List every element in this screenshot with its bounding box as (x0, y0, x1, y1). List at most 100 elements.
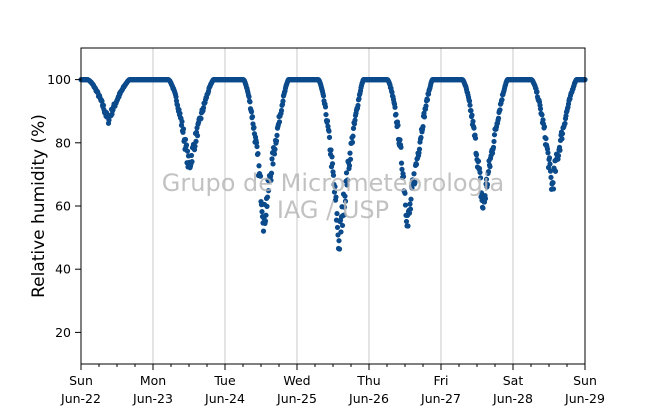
data-point (200, 105, 207, 111)
watermark-line-1: Grupo de Micrometeorologia (162, 169, 504, 197)
y-tick-label: 40 (55, 262, 71, 277)
data-point (352, 117, 358, 123)
data-point (259, 209, 265, 215)
x-tick-label-day: Wed (283, 373, 310, 388)
data-point (99, 98, 105, 104)
data-point (332, 184, 338, 190)
data-point (559, 131, 566, 137)
data-point (423, 103, 429, 109)
y-tick-label: 80 (55, 135, 71, 150)
data-point (420, 123, 426, 130)
data-point (180, 126, 187, 132)
x-tick-label-day: Fri (434, 373, 449, 388)
data-point (268, 177, 274, 183)
data-point (482, 195, 489, 202)
data-point (246, 94, 252, 100)
data-point (416, 146, 423, 152)
data-point (475, 158, 482, 164)
data-point (262, 218, 269, 224)
data-point (189, 159, 195, 165)
data-point (480, 205, 486, 211)
data-point (356, 96, 362, 102)
data-point (257, 173, 264, 179)
data-point (541, 124, 548, 130)
data-point (336, 238, 342, 244)
data-point (545, 150, 551, 156)
points-layer (78, 77, 588, 252)
data-point (251, 124, 257, 131)
x-tick-label-day: Mon (140, 373, 166, 388)
data-point (550, 186, 557, 192)
x-tick-label-date: Jun-26 (348, 391, 389, 406)
data-point (344, 177, 351, 183)
data-point (392, 104, 398, 110)
data-point (402, 202, 409, 208)
x-tick-label-day: Sat (503, 373, 524, 388)
data-point (543, 135, 549, 142)
data-point (550, 180, 556, 186)
data-point (407, 206, 414, 212)
y-axis-title: Relative humidity (%) (29, 114, 49, 298)
y-axis: 20 40 60 80 100 (47, 72, 81, 340)
data-point (499, 97, 505, 103)
data-point (484, 181, 491, 188)
data-point (393, 111, 399, 117)
data-point (328, 147, 334, 153)
x-tick-label-date: Jun-24 (204, 391, 245, 406)
x-tick-label-date: Jun-25 (276, 391, 317, 406)
data-point (418, 134, 424, 141)
data-point (278, 107, 285, 114)
data-point (349, 139, 356, 145)
data-point (338, 229, 344, 235)
data-point (272, 146, 278, 152)
data-point (273, 138, 280, 144)
data-point (268, 170, 275, 176)
data-point (271, 151, 278, 157)
data-point (249, 114, 256, 120)
data-point (562, 120, 568, 127)
data-point (399, 166, 405, 172)
x-tick-label-date: Jun-22 (60, 391, 101, 406)
data-point (248, 109, 255, 115)
data-point (495, 115, 502, 121)
x-tick-label-date: Jun-27 (420, 391, 461, 406)
data-point (192, 143, 198, 149)
data-point (534, 89, 540, 95)
data-point (347, 156, 354, 162)
data-point (184, 148, 191, 154)
data-point (183, 142, 190, 148)
data-point (409, 185, 415, 191)
data-point (346, 163, 353, 169)
data-point (539, 112, 545, 118)
data-point (320, 93, 327, 99)
watermark: Grupo de Micrometeorologia IAG / USP (162, 169, 504, 224)
data-point (256, 163, 262, 169)
grid-layer (152, 48, 514, 364)
data-point (322, 104, 329, 110)
data-point (330, 172, 337, 178)
data-point (331, 189, 338, 195)
data-point (537, 106, 544, 112)
data-point (407, 201, 413, 207)
data-point (177, 110, 183, 116)
data-point (408, 196, 414, 202)
data-point (400, 173, 407, 180)
data-point (402, 190, 408, 196)
data-point (406, 210, 413, 216)
data-point (198, 115, 204, 122)
data-point (546, 155, 553, 161)
data-point (350, 133, 356, 139)
data-point (473, 152, 480, 158)
data-point (413, 161, 420, 167)
data-point (173, 94, 179, 100)
watermark-line-2: IAG / USP (277, 196, 389, 224)
data-point (343, 170, 350, 176)
data-point (103, 109, 110, 116)
data-point (264, 203, 270, 209)
data-point (398, 160, 405, 166)
data-point (269, 156, 275, 162)
data-point (471, 125, 477, 131)
data-point (405, 223, 411, 229)
data-point (100, 102, 107, 108)
